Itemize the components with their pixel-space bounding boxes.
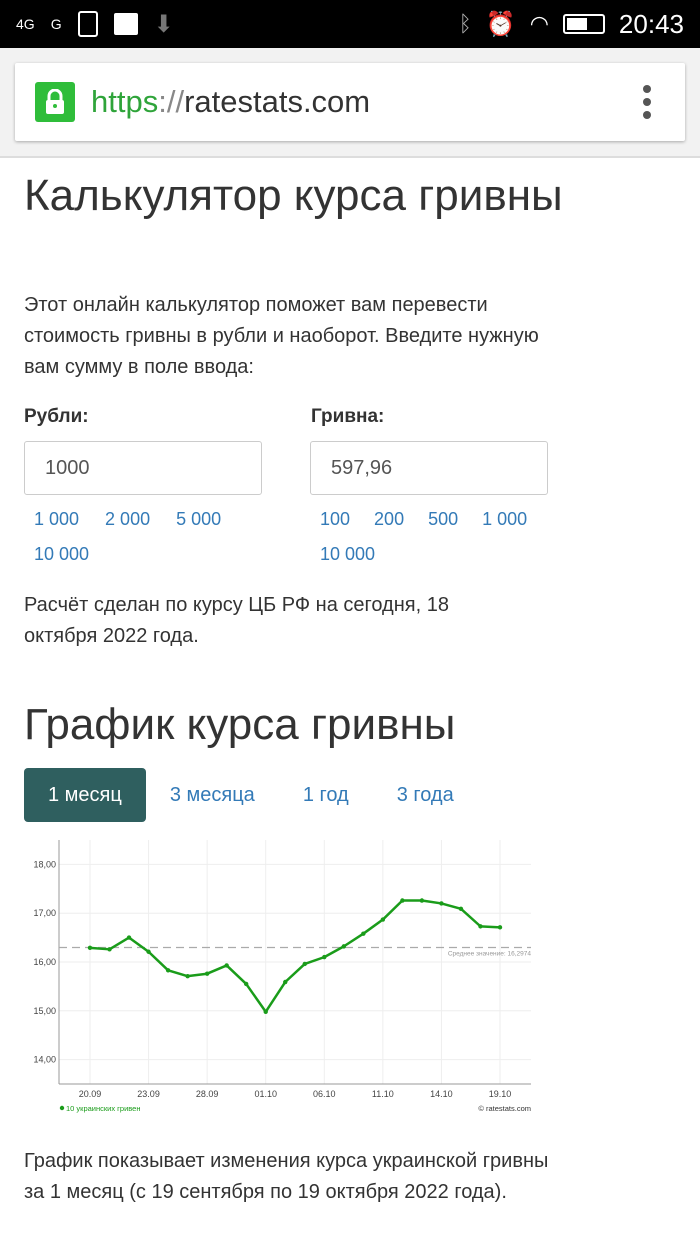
data-point bbox=[224, 963, 229, 968]
intro-text: Этот онлайн калькулятор поможет вам пере… bbox=[24, 294, 539, 378]
data-point bbox=[439, 901, 444, 906]
lock-icon bbox=[35, 82, 75, 122]
data-point bbox=[497, 925, 503, 930]
rub-quick-amounts: 1 000 2 000 5 000 10 000 bbox=[34, 502, 274, 572]
menu-icon[interactable] bbox=[643, 85, 651, 119]
chart-credit: © ratestats.com bbox=[478, 1104, 531, 1113]
download-icon: ⬇ bbox=[153, 10, 174, 38]
clock: 20:43 bbox=[618, 8, 684, 39]
y-tick-label: 15,00 bbox=[33, 1006, 56, 1016]
x-tick-label: 01.10 bbox=[254, 1089, 277, 1099]
y-tick-label: 16,00 bbox=[33, 957, 56, 967]
url-text: https://ratestats.com bbox=[91, 84, 371, 119]
data-point bbox=[263, 1009, 268, 1014]
x-tick-label: 11.10 bbox=[372, 1089, 394, 1099]
legend-marker bbox=[59, 1105, 65, 1111]
y-tick-label: 18,00 bbox=[33, 859, 56, 869]
data-point bbox=[302, 961, 307, 967]
battery-icon bbox=[562, 14, 605, 34]
uah-quick-200[interactable]: 200 bbox=[374, 509, 405, 529]
data-point bbox=[185, 973, 190, 979]
data-point bbox=[478, 924, 483, 929]
data-point bbox=[380, 917, 386, 922]
uah-quick-1000[interactable]: 1 000 bbox=[482, 509, 528, 529]
rub-input[interactable]: 1000 bbox=[24, 441, 262, 495]
data-point bbox=[165, 968, 171, 973]
uah-input[interactable]: 597,96 bbox=[310, 441, 548, 495]
data-point bbox=[419, 898, 425, 903]
data-point bbox=[458, 906, 464, 912]
rub-quick-10000[interactable]: 10 000 bbox=[34, 544, 90, 564]
average-label: Среднее значение: 16,2974 bbox=[448, 950, 532, 957]
tab-3-years[interactable]: 3 года bbox=[396, 783, 454, 806]
signal-sim1-icon: 4G bbox=[16, 16, 35, 32]
image-icon bbox=[113, 13, 138, 35]
uah-label: Гривна: bbox=[311, 406, 385, 427]
period-tabs: 1 месяц 3 месяца 1 год 3 года bbox=[24, 768, 478, 822]
x-tick-label: 06.10 bbox=[313, 1089, 336, 1099]
x-tick-label: 23.09 bbox=[137, 1089, 160, 1099]
series-line bbox=[89, 899, 501, 1014]
status-bar: 4G G ⬇ ᛒ ⏰ ◠ 20:43 bbox=[0, 0, 700, 48]
url-bar[interactable]: https://ratestats.com bbox=[15, 63, 685, 141]
rate-chart: 14,00 15,00 16,00 17,00 18,00 20.09 23.09 28.09… bbox=[33, 840, 532, 1113]
data-point bbox=[87, 945, 93, 951]
rate-note: Расчёт сделан по курсу ЦБ РФ на сегодня,… bbox=[24, 594, 449, 647]
signal-sim2-icon: G bbox=[50, 16, 62, 32]
data-point bbox=[322, 954, 327, 960]
x-tick-label: 20.09 bbox=[79, 1089, 102, 1099]
data-point bbox=[341, 944, 347, 949]
rub-label: Рубли: bbox=[24, 406, 89, 427]
x-tick-label: 19.10 bbox=[489, 1089, 512, 1099]
data-point bbox=[361, 931, 366, 936]
chart-section-title: График курса гривны bbox=[24, 700, 456, 749]
data-point bbox=[146, 949, 151, 954]
wifi-icon: ◠ bbox=[529, 11, 549, 36]
uah-quick-500[interactable]: 500 bbox=[428, 509, 459, 529]
data-point bbox=[243, 981, 249, 987]
y-tick-label: 14,00 bbox=[33, 1055, 56, 1065]
legend-label: 10 украинских гривен bbox=[66, 1104, 141, 1113]
bluetooth-icon: ᛒ bbox=[458, 11, 472, 36]
alarm-icon: ⏰ bbox=[485, 10, 516, 38]
sd-card-icon bbox=[77, 11, 98, 37]
tab-1-year[interactable]: 1 год bbox=[302, 783, 349, 806]
x-tick-label: 14.10 bbox=[430, 1089, 453, 1099]
data-point bbox=[204, 971, 210, 976]
chart-description: График показывает изменения курса украин… bbox=[24, 1150, 549, 1203]
data-point bbox=[126, 935, 132, 940]
uah-quick-10000[interactable]: 10 000 bbox=[320, 544, 376, 564]
x-tick-label: 28.09 bbox=[196, 1089, 219, 1099]
uah-quick-amounts: 100 200 500 1 000 10 000 bbox=[320, 502, 560, 572]
rub-quick-2000[interactable]: 2 000 bbox=[105, 509, 151, 529]
rub-quick-1000[interactable]: 1 000 bbox=[34, 509, 80, 529]
uah-quick-100[interactable]: 100 bbox=[320, 509, 351, 529]
rub-quick-5000[interactable]: 5 000 bbox=[176, 509, 222, 529]
tab-1-month[interactable]: 1 месяц bbox=[24, 768, 146, 822]
data-point bbox=[107, 947, 112, 952]
data-point bbox=[400, 898, 405, 903]
data-point bbox=[283, 979, 288, 985]
tab-3-months[interactable]: 3 месяца bbox=[169, 783, 255, 806]
browser-toolbar: https://ratestats.com bbox=[0, 48, 700, 158]
page-title: Калькулятор курса гривны bbox=[24, 171, 563, 220]
y-tick-label: 17,00 bbox=[33, 908, 56, 918]
